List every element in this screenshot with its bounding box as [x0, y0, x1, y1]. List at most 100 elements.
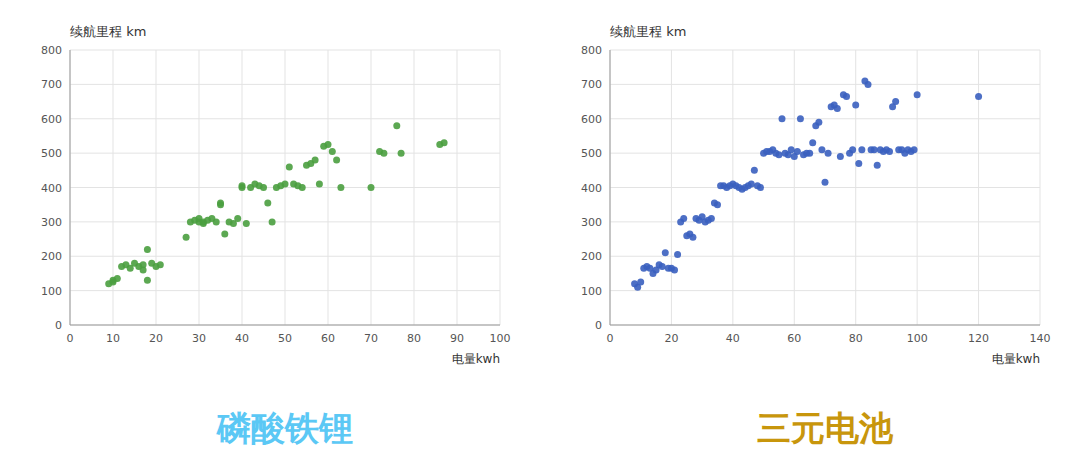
grid-line [156, 50, 157, 325]
point [975, 93, 982, 100]
grid-line [70, 325, 500, 326]
y-tick-label: 300 [581, 216, 602, 229]
points [105, 122, 447, 287]
y-axis-label: 续航里程 km [70, 24, 146, 39]
grid-line [1040, 50, 1041, 325]
y-tick-label: 200 [41, 250, 62, 263]
point [243, 220, 250, 227]
y-tick-label: 100 [41, 285, 62, 298]
point [815, 119, 822, 126]
point [144, 277, 151, 284]
point [818, 146, 825, 153]
grid-line [610, 187, 1040, 188]
x-tick-label: 80 [849, 332, 863, 345]
grid-line [978, 50, 979, 325]
point [714, 201, 721, 208]
x-tick-label: 80 [407, 332, 421, 345]
x-tick-label: 60 [321, 332, 335, 345]
y-tick-label: 700 [581, 78, 602, 91]
panel: 0100200300400500600700800020406080100120… [581, 24, 1051, 448]
point [234, 215, 241, 222]
x-tick-label: 100 [907, 332, 928, 345]
y-tick-label: 200 [581, 250, 602, 263]
point [671, 267, 678, 274]
y-tick-label: 700 [41, 78, 62, 91]
point [325, 141, 332, 148]
point [333, 157, 340, 164]
x-tick-label: 10 [106, 332, 120, 345]
point [264, 199, 271, 206]
x-tick-label: 140 [1030, 332, 1051, 345]
y-tick-label: 800 [581, 44, 602, 57]
point [779, 115, 786, 122]
point [299, 184, 306, 191]
point [368, 184, 375, 191]
point [837, 153, 844, 160]
y-tick-label: 100 [581, 285, 602, 298]
point [140, 267, 147, 274]
point [269, 218, 276, 225]
point [911, 146, 918, 153]
grid-line [199, 50, 200, 325]
point [794, 148, 801, 155]
y-tick-label: 500 [41, 147, 62, 160]
y-axis-label: 续航里程 km [610, 24, 686, 39]
point [282, 181, 289, 188]
x-tick-label: 60 [787, 332, 801, 345]
x-tick-label: 0 [67, 332, 74, 345]
point [843, 93, 850, 100]
point [689, 234, 696, 241]
point [886, 148, 893, 155]
y-tick-label: 500 [581, 147, 602, 160]
y-tick-label: 300 [41, 216, 62, 229]
x-axis-line [610, 325, 1040, 326]
grid-line [414, 50, 415, 325]
y-axis-line [610, 50, 611, 325]
x-axis-label: 电量kwh [992, 352, 1040, 366]
x-tick-label: 70 [364, 332, 378, 345]
annotation: 磷酸铁锂 [216, 408, 353, 448]
point [662, 249, 669, 256]
y-tick-label: 800 [41, 44, 62, 57]
point [316, 181, 323, 188]
grid-line [610, 84, 1040, 85]
annotation: 三元电池 [757, 408, 894, 448]
grid-line [610, 50, 611, 325]
grid-line [70, 50, 71, 325]
x-tick-label: 50 [278, 332, 292, 345]
point [822, 179, 829, 186]
point [260, 184, 267, 191]
point [221, 230, 228, 237]
point [217, 199, 224, 206]
grid [70, 50, 500, 325]
grid-line [500, 50, 501, 325]
y-axis-line [70, 50, 71, 325]
point [144, 246, 151, 253]
point [183, 234, 190, 241]
point [239, 182, 246, 189]
x-tick-label: 30 [192, 332, 206, 345]
x-tick-label: 100 [490, 332, 511, 345]
grid-line [610, 118, 1040, 119]
y-tick-label: 0 [595, 319, 602, 332]
point [680, 215, 687, 222]
x-tick-label: 0 [607, 332, 614, 345]
point [213, 218, 220, 225]
point [312, 157, 319, 164]
chart-container: 0100200300400500600700800010203040506070… [0, 0, 1080, 459]
point [659, 263, 666, 270]
grid-line [610, 325, 1040, 326]
point [914, 91, 921, 98]
point [337, 184, 344, 191]
point [286, 163, 293, 170]
point [380, 150, 387, 157]
point [398, 150, 405, 157]
x-axis-line [70, 325, 500, 326]
point [329, 148, 336, 155]
grid-line [610, 221, 1040, 222]
x-tick-label: 40 [235, 332, 249, 345]
y-tick-label: 0 [55, 319, 62, 332]
point [834, 105, 841, 112]
x-tick-label: 90 [450, 332, 464, 345]
grid-line [457, 50, 458, 325]
